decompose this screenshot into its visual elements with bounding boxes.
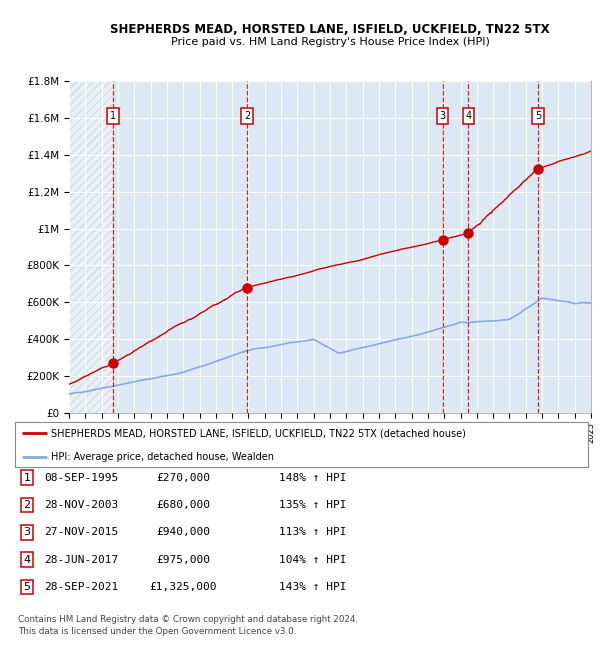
Text: 148% ↑ HPI: 148% ↑ HPI	[279, 473, 347, 483]
Text: 4: 4	[466, 111, 472, 121]
FancyBboxPatch shape	[15, 422, 588, 467]
Text: 135% ↑ HPI: 135% ↑ HPI	[279, 500, 347, 510]
Text: £975,000: £975,000	[156, 554, 210, 565]
Text: 104% ↑ HPI: 104% ↑ HPI	[279, 554, 347, 565]
Text: 5: 5	[535, 111, 541, 121]
Text: 113% ↑ HPI: 113% ↑ HPI	[279, 527, 347, 538]
Text: £940,000: £940,000	[156, 527, 210, 538]
Text: 3: 3	[23, 527, 31, 538]
Text: £270,000: £270,000	[156, 473, 210, 483]
Text: 2: 2	[23, 500, 31, 510]
Text: 3: 3	[439, 111, 446, 121]
Text: 5: 5	[23, 582, 31, 592]
Text: SHEPHERDS MEAD, HORSTED LANE, ISFIELD, UCKFIELD, TN22 5TX: SHEPHERDS MEAD, HORSTED LANE, ISFIELD, U…	[110, 23, 550, 36]
Text: 143% ↑ HPI: 143% ↑ HPI	[279, 582, 347, 592]
Text: SHEPHERDS MEAD, HORSTED LANE, ISFIELD, UCKFIELD, TN22 5TX (detached house): SHEPHERDS MEAD, HORSTED LANE, ISFIELD, U…	[52, 428, 466, 438]
Text: Contains HM Land Registry data © Crown copyright and database right 2024.
This d: Contains HM Land Registry data © Crown c…	[18, 615, 358, 636]
Text: £1,325,000: £1,325,000	[149, 582, 217, 592]
Text: 1: 1	[23, 473, 31, 483]
Text: Price paid vs. HM Land Registry's House Price Index (HPI): Price paid vs. HM Land Registry's House …	[170, 37, 490, 47]
Text: 4: 4	[23, 554, 31, 565]
Text: 2: 2	[244, 111, 250, 121]
Text: 1: 1	[110, 111, 116, 121]
Text: 28-JUN-2017: 28-JUN-2017	[44, 554, 118, 565]
Text: 28-NOV-2003: 28-NOV-2003	[44, 500, 118, 510]
Text: 08-SEP-1995: 08-SEP-1995	[44, 473, 118, 483]
Text: 28-SEP-2021: 28-SEP-2021	[44, 582, 118, 592]
Bar	[69, 81, 113, 413]
Text: £680,000: £680,000	[156, 500, 210, 510]
Text: HPI: Average price, detached house, Wealden: HPI: Average price, detached house, Weal…	[52, 452, 274, 461]
Text: 27-NOV-2015: 27-NOV-2015	[44, 527, 118, 538]
